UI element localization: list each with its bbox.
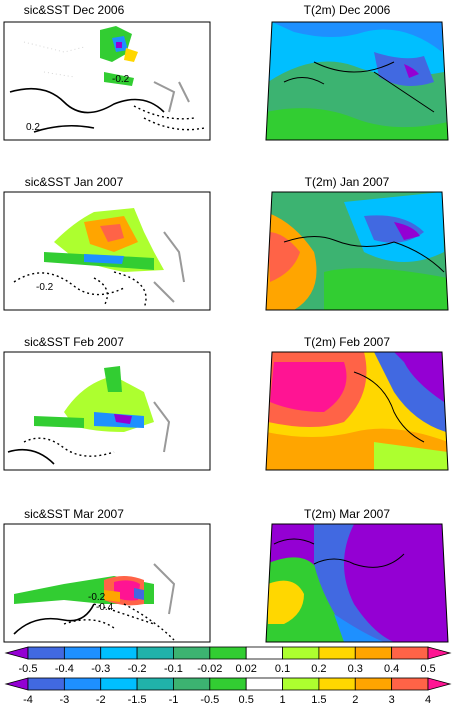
panel-sic-jan-2007: -0.2 (3, 191, 211, 311)
colorbar-sic: -0.5 -0.4 -0.3 -0.2 -0.1 -0.02 0.02 0.1 0.2 0.3 0.… (4, 646, 452, 675)
panel-title-t2m-mar-2007: T(2m) Mar 2007 (304, 507, 390, 521)
contour-label: 0.2 (26, 122, 40, 133)
colorbar-tick-label: 3 (389, 694, 395, 706)
contour-label: -0.2 (112, 74, 130, 85)
colorbar-tick-label: -1 (169, 694, 179, 706)
colorbar-tick-label: -0.3 (91, 663, 110, 675)
colorbar-box (209, 677, 247, 691)
colorbar-t2m: -4 -3 -2 -1.5 -1 -0.5 0.5 1 1.5 2 3 4 (4, 677, 452, 706)
colorbar-box (209, 646, 247, 660)
colorbar-box (318, 677, 356, 691)
colorbar-tick-label: 0.4 (384, 663, 399, 675)
panel-sic-feb-2007 (3, 351, 211, 471)
colorbar-tick-label: -0.1 (164, 663, 183, 675)
colorbar-arrow-left (4, 646, 29, 660)
panel-title-t2m-dec-2006: T(2m) Dec 2006 (304, 3, 391, 17)
colorbar-tick-label: -4 (23, 694, 33, 706)
contour-label: -0.2 (36, 282, 54, 293)
colorbar-tick-label: -1.5 (128, 694, 147, 706)
colorbar-box (354, 677, 393, 691)
colorbar-tick-label: 4 (425, 694, 431, 706)
colorbar-box (318, 646, 356, 660)
colorbar-arrow-right (427, 646, 452, 660)
colorbar-box (282, 677, 320, 691)
colorbar-tick-label: -3 (59, 694, 69, 706)
contour-label: -0.4 (96, 602, 114, 613)
panel-t2m-mar-2007 (265, 523, 449, 643)
colorbar-tick-label: -2 (96, 694, 106, 706)
panel-sic-mar-2007: -0.2 -0.4 (3, 523, 211, 643)
colorbar-tick-label: 1.5 (311, 694, 326, 706)
panel-sic-dec-2006: -0.2 0.2 (3, 21, 211, 141)
panel-t2m-jan-2007 (265, 191, 449, 311)
panel-title-sic-mar-2007: sic&SST Mar 2007 (24, 507, 124, 521)
panel-t2m-dec-2006 (265, 21, 449, 141)
colorbar-tick-label: -0.5 (19, 663, 38, 675)
colorbar-box (282, 646, 320, 660)
colorbar-tick-label: 0.3 (348, 663, 363, 675)
colorbar-arrow-left (4, 677, 29, 691)
colorbar-arrow-right (427, 677, 452, 691)
colorbar-tick-label: 0.1 (275, 663, 290, 675)
panel-title-sic-jan-2007: sic&SST Jan 2007 (25, 175, 124, 189)
colorbar-tick-label: 1 (279, 694, 285, 706)
panel-title-t2m-feb-2007: T(2m) Feb 2007 (304, 335, 390, 349)
colorbar-box (27, 646, 65, 660)
colorbar-box (100, 646, 138, 660)
colorbar-box (391, 677, 429, 691)
colorbar-tick-label: 0.2 (311, 663, 326, 675)
colorbar-box (63, 677, 102, 691)
colorbar-tick-label: 2 (352, 694, 358, 706)
panel-title-t2m-jan-2007: T(2m) Jan 2007 (305, 175, 390, 189)
colorbar-box (173, 646, 211, 660)
colorbar-tick-label: 0.02 (235, 663, 256, 675)
colorbar-box (391, 646, 429, 660)
colorbar-box (136, 677, 174, 691)
colorbar-box (27, 677, 65, 691)
colorbar-box (136, 646, 174, 660)
colorbar-tick-label: -0.2 (128, 663, 147, 675)
colorbar-tick-label: 0.5 (420, 663, 435, 675)
colorbar-tick-label: -0.02 (197, 663, 222, 675)
colorbar-box (173, 677, 211, 691)
colorbar-tick-label: -0.5 (200, 694, 219, 706)
panel-t2m-feb-2007 (265, 351, 449, 471)
colorbar-box (245, 677, 283, 691)
panel-title-sic-feb-2007: sic&SST Feb 2007 (24, 335, 124, 349)
colorbar-box (354, 646, 393, 660)
colorbar-box (245, 646, 283, 660)
panel-title-sic-dec-2006: sic&SST Dec 2006 (24, 3, 125, 17)
colorbar-tick-label: 0.5 (239, 694, 254, 706)
colorbar-box (100, 677, 138, 691)
colorbar-box (63, 646, 102, 660)
contour-label: -0.2 (88, 592, 106, 603)
colorbar-tick-label: -0.4 (55, 663, 74, 675)
